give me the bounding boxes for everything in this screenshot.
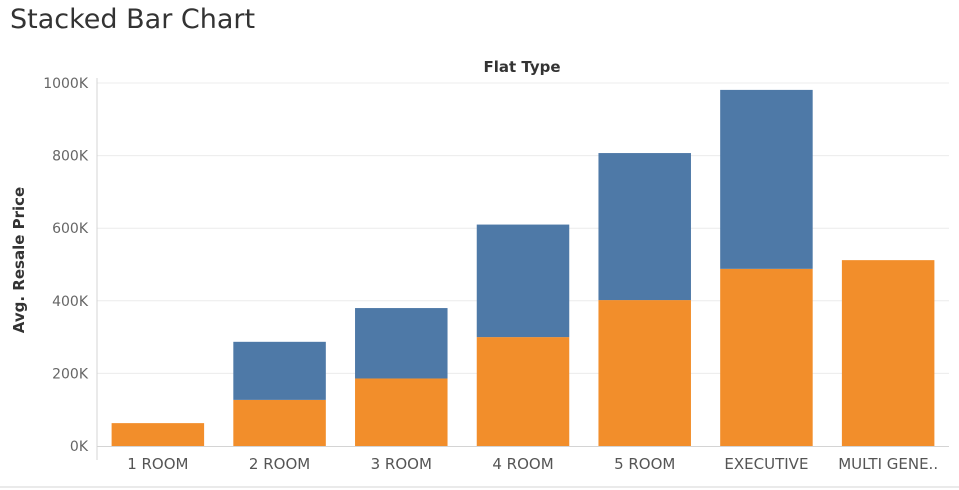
bars xyxy=(111,89,935,446)
chart-title: Stacked Bar Chart xyxy=(10,4,256,35)
x-tick-label: 3 ROOM xyxy=(371,455,432,473)
y-tick-label: 200K xyxy=(52,366,89,382)
bar-segment-4-room-s0[interactable] xyxy=(476,337,570,446)
bar-segment-2-room-s1[interactable] xyxy=(233,341,326,400)
bar-segment-3-room-s1[interactable] xyxy=(355,308,448,379)
bar-segment-executive-s1[interactable] xyxy=(720,89,813,269)
y-tick-label: 800K xyxy=(52,149,89,165)
y-tick-label: 400K xyxy=(52,294,89,310)
axes: 0K 200K 400K 600K 800K 1000K 1 ROOM 2 ROOM 3 ROO… xyxy=(0,76,959,488)
y-tick-label: 1000K xyxy=(43,76,89,92)
bar-segment-4-room-s1[interactable] xyxy=(476,224,570,338)
bar-segment-1-room-s0[interactable] xyxy=(111,423,205,446)
column-header: Flat Type xyxy=(483,58,560,76)
x-tick-label: MULTI GENE.. xyxy=(838,455,938,473)
x-tick-label: 5 ROOM xyxy=(614,455,675,473)
bar-segment-5-room-s0[interactable] xyxy=(598,300,691,446)
bar-segment-multi-gene--s0[interactable] xyxy=(841,260,935,446)
x-tick-label: 2 ROOM xyxy=(249,455,310,473)
bar-segment-5-room-s1[interactable] xyxy=(598,153,691,301)
y-tick-label: 600K xyxy=(52,221,89,237)
bar-segment-3-room-s0[interactable] xyxy=(355,378,448,446)
bar-segment-executive-s0[interactable] xyxy=(720,268,813,446)
x-tick-label: 4 ROOM xyxy=(492,455,553,473)
x-tick-label: EXECUTIVE xyxy=(724,455,808,473)
y-tick-label: 0K xyxy=(70,439,89,455)
y-axis-title: Avg. Resale Price xyxy=(10,187,28,333)
x-tick-label: 1 ROOM xyxy=(127,455,188,473)
bar-segment-2-room-s0[interactable] xyxy=(233,399,326,446)
